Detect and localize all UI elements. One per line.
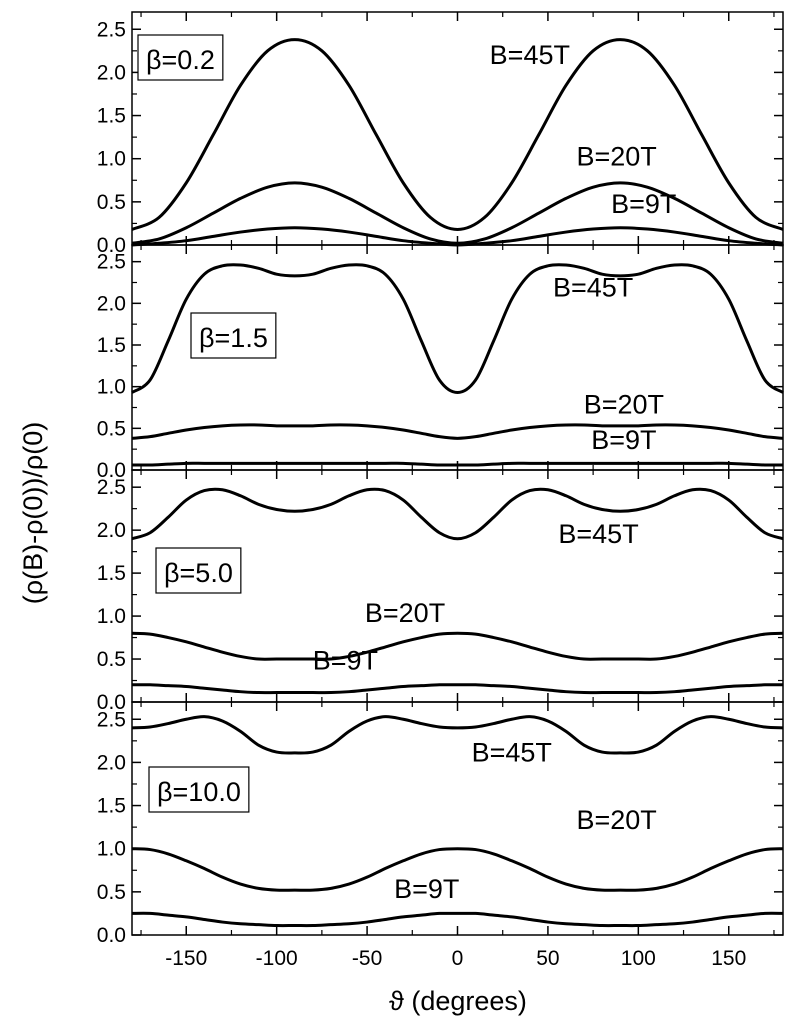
y-tick-label: 0.0 [97,459,126,482]
y-tick-label: 0.0 [97,691,126,714]
series-label: B=20T [584,389,664,419]
y-tick-label: 1.0 [97,376,126,399]
y-tick-label: 2.5 [97,476,126,499]
panel-4: 0.0 0.5 1.0 1.5 2.0 2.5 -150 -100 -50 0 50 100 150 B=… [97,701,784,970]
series-label: B=45T [553,273,633,303]
panel-label: β=1.5 [199,323,268,353]
x-tick-label: -50 [352,947,382,970]
panel-2: 0.0 0.5 1.0 1.5 2.0 2.5 B=45T B=20T B=9T β=1.5 [97,244,784,482]
panel-label-box [155,547,242,594]
panel-1: 0.0 0.5 1.0 1.5 2.0 2.5 B=45T B=20T B=9T β=0.2 [97,11,784,257]
series-line-B20T [131,631,784,661]
x-tick-label: 50 [536,947,559,970]
series-label: B=45T [472,738,552,768]
x-tick-label: 0 [452,947,464,970]
y-tick-label: 0.5 [97,881,126,904]
series-label: B=20T [365,598,445,628]
panel-label-box [190,312,277,359]
series-label: B=20T [576,805,656,835]
y-tick-label: 1.5 [97,795,126,818]
panels: 0.00.51.01.52.02.5B=45TB=20TB=9Tβ=0.20.0… [97,11,784,970]
y-tick-label: 1.0 [97,605,126,628]
panel-label-box [137,34,224,81]
x-axis-label: ϑ (degrees) [389,986,527,1016]
panel-label: β=0.2 [146,45,215,75]
y-tick-label: 2.0 [97,61,126,84]
series-line-B45T [131,38,784,231]
series-line-B9T [131,461,784,467]
panel-label: β=5.0 [164,558,233,588]
y-tick-label: 1.5 [97,334,126,357]
series-line-B45T [131,715,784,755]
y-tick-label: 0.5 [97,417,126,440]
y-tick-label: 1.5 [97,105,126,128]
series-label: B=9T [313,645,378,675]
panel-label: β=10.0 [157,777,241,807]
y-tick-label: 0.0 [97,234,126,257]
x-tick-label: -150 [165,947,207,970]
series-line-B45T [131,263,784,394]
y-tick-label: 2.0 [97,519,126,542]
series-line-B20T [131,847,784,892]
series-line-B9T [131,911,784,928]
series-label: B=45T [558,519,638,549]
y-tick-label: 1.0 [97,838,126,861]
panel-3: 0.0 0.5 1.0 1.5 2.0 2.5 B=45T B=20T B=9T β=5.0 [97,469,784,714]
plot-frame [131,11,784,246]
series-line-B45T [131,487,784,541]
series-label: B=9T [591,425,656,455]
series-label: B=9T [394,874,459,904]
y-axis-label: (ρ(B)-ρ(0))/ρ(0) [18,422,48,605]
y-tick-label: 2.0 [97,292,126,315]
series-line-B9T [131,683,784,695]
series-line-B20T [131,423,784,440]
series-label: B=9T [611,189,676,219]
series-line-B20T [131,181,784,245]
y-tick-label: 0.5 [97,648,126,671]
y-tick-label: 2.0 [97,751,126,774]
x-tick-label: 150 [711,947,746,970]
y-tick-label: 1.5 [97,562,126,585]
series-label: B=20T [576,142,656,172]
y-tick-label: 2.5 [97,251,126,274]
y-tick-label: 0.0 [97,924,126,947]
x-tick-label: -100 [256,947,298,970]
y-tick-label: 2.5 [97,18,126,41]
series-label: B=45T [490,40,570,70]
x-tick-label: 100 [621,947,656,970]
y-tick-label: 1.0 [97,148,126,171]
panel-label-box [148,766,250,813]
y-tick-label: 0.5 [97,191,126,214]
y-tick-label: 2.5 [97,708,126,731]
